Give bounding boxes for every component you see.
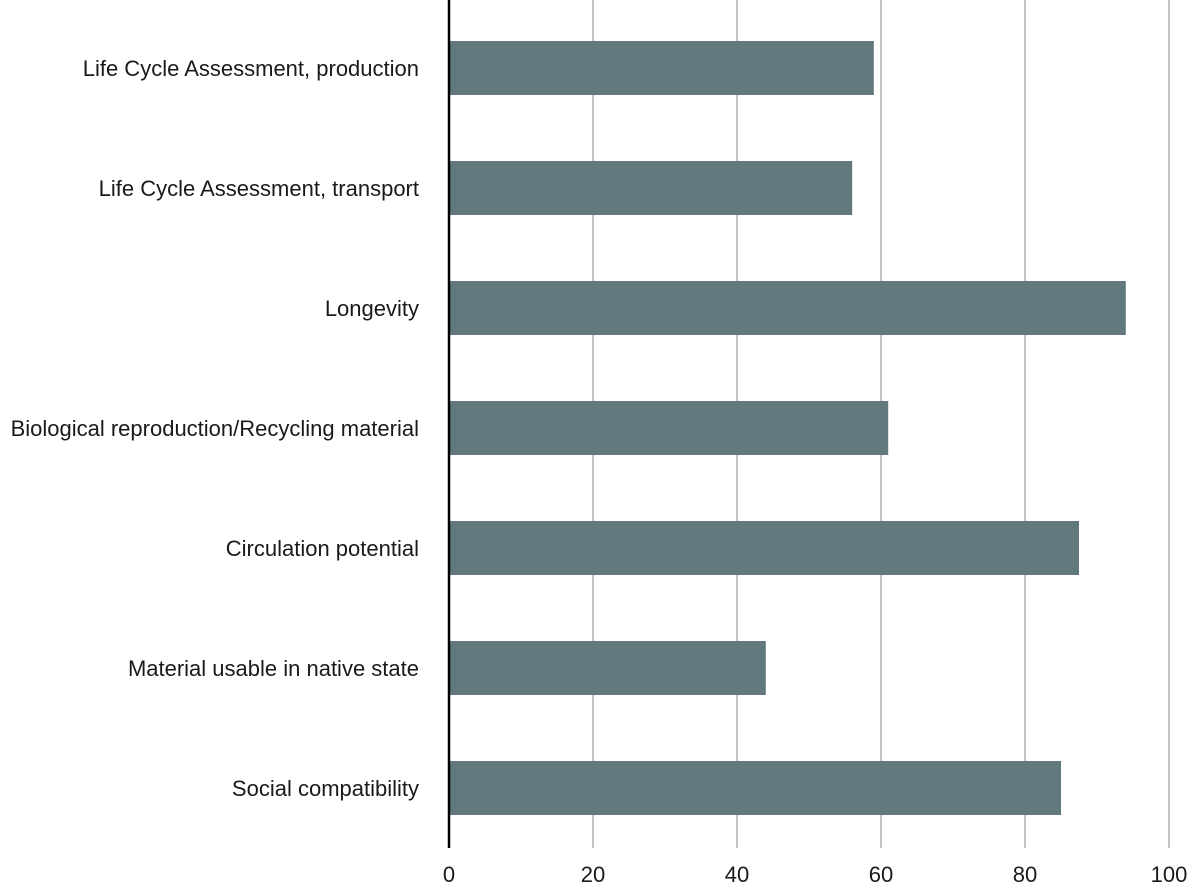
bars: [449, 41, 1126, 815]
bar: [449, 641, 766, 695]
category-label: Longevity: [325, 296, 419, 321]
category-label: Biological reproduction/Recycling materi…: [11, 416, 419, 441]
bar: [449, 281, 1126, 335]
bar: [449, 521, 1079, 575]
category-labels: Life Cycle Assessment, production Life Cy…: [11, 56, 419, 801]
bar: [449, 761, 1061, 815]
bar: [449, 161, 853, 215]
x-tick-label: 20: [581, 862, 605, 887]
x-tick-label: 40: [725, 862, 749, 887]
x-tick-labels: 0 20 40 60 80 100: [443, 862, 1187, 887]
x-tick-label: 0: [443, 862, 455, 887]
x-tick-label: 80: [1013, 862, 1037, 887]
bar: [449, 401, 889, 455]
category-label: Life Cycle Assessment, transport: [99, 176, 419, 201]
category-label: Life Cycle Assessment, production: [83, 56, 419, 81]
category-label: Social compatibility: [232, 776, 419, 801]
category-label: Circulation potential: [226, 536, 419, 561]
x-tick-label: 60: [869, 862, 893, 887]
x-tick-label: 100: [1151, 862, 1188, 887]
category-label: Material usable in native state: [128, 656, 419, 681]
bar: [449, 41, 874, 95]
